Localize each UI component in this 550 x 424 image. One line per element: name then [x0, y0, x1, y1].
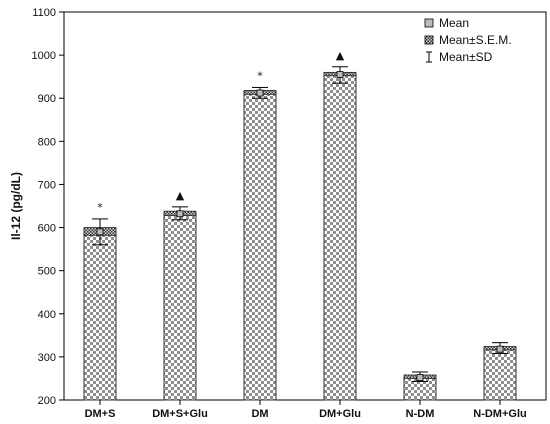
x-tick-label: DM+S+Glu: [152, 408, 208, 420]
y-tick-label: 500: [38, 266, 56, 278]
bars-group: * ▲ * ▲: [83, 49, 517, 401]
mean-marker: [96, 228, 104, 236]
bar-dm-s-glu: [163, 213, 197, 401]
y-tick-label: 900: [38, 93, 56, 105]
x-tick-label: DM+Glu: [319, 408, 361, 420]
significance-marker: *: [257, 69, 263, 82]
y-tick-label: 700: [38, 179, 56, 191]
x-tick-label: DM+S: [85, 408, 116, 420]
legend-label: Mean±S.E.M.: [439, 33, 512, 47]
significance-marker: *: [97, 201, 103, 214]
bar-dm-s: [83, 231, 117, 401]
legend: Mean Mean±S.E.M. Mean±SD: [424, 16, 512, 64]
y-tick-label: 400: [38, 309, 56, 321]
x-tick-label: N-DM: [406, 408, 435, 420]
bar-dm: [243, 92, 277, 401]
y-tick-label: 1100: [32, 7, 56, 19]
y-tick-label: 200: [38, 395, 56, 407]
legend-label: Mean±SD: [439, 50, 493, 64]
legend-mean-swatch: [424, 18, 434, 28]
y-axis-title: Il-12 (pg/dL): [9, 172, 23, 240]
mean-marker: [416, 374, 424, 381]
plot-frame: [63, 11, 547, 401]
mean-marker: [496, 345, 504, 353]
mean-marker: [176, 210, 184, 218]
y-tick-label: 1000: [32, 50, 56, 62]
y-tick-label: 300: [38, 352, 56, 364]
x-tick-label: DM: [251, 408, 268, 420]
y-axis: 200 300 400 500 600 700 800 900 1000 1100: [32, 7, 64, 407]
x-tick-label: N-DM+Glu: [473, 408, 526, 420]
bar-dm-glu: [323, 74, 357, 401]
mean-marker: [256, 89, 264, 97]
y-tick-label: 600: [38, 223, 56, 235]
significance-marker: ▲: [336, 49, 345, 62]
x-axis: DM+S DM+S+Glu DM DM+Glu N-DM N-DM+Glu: [85, 400, 527, 420]
mean-marker: [336, 71, 344, 78]
legend-label: Mean: [439, 16, 469, 30]
bar-n-dm-glu: [483, 348, 517, 401]
y-tick-label: 800: [38, 136, 56, 148]
legend-sem-swatch: [424, 35, 434, 45]
significance-marker: ▲: [176, 189, 185, 202]
